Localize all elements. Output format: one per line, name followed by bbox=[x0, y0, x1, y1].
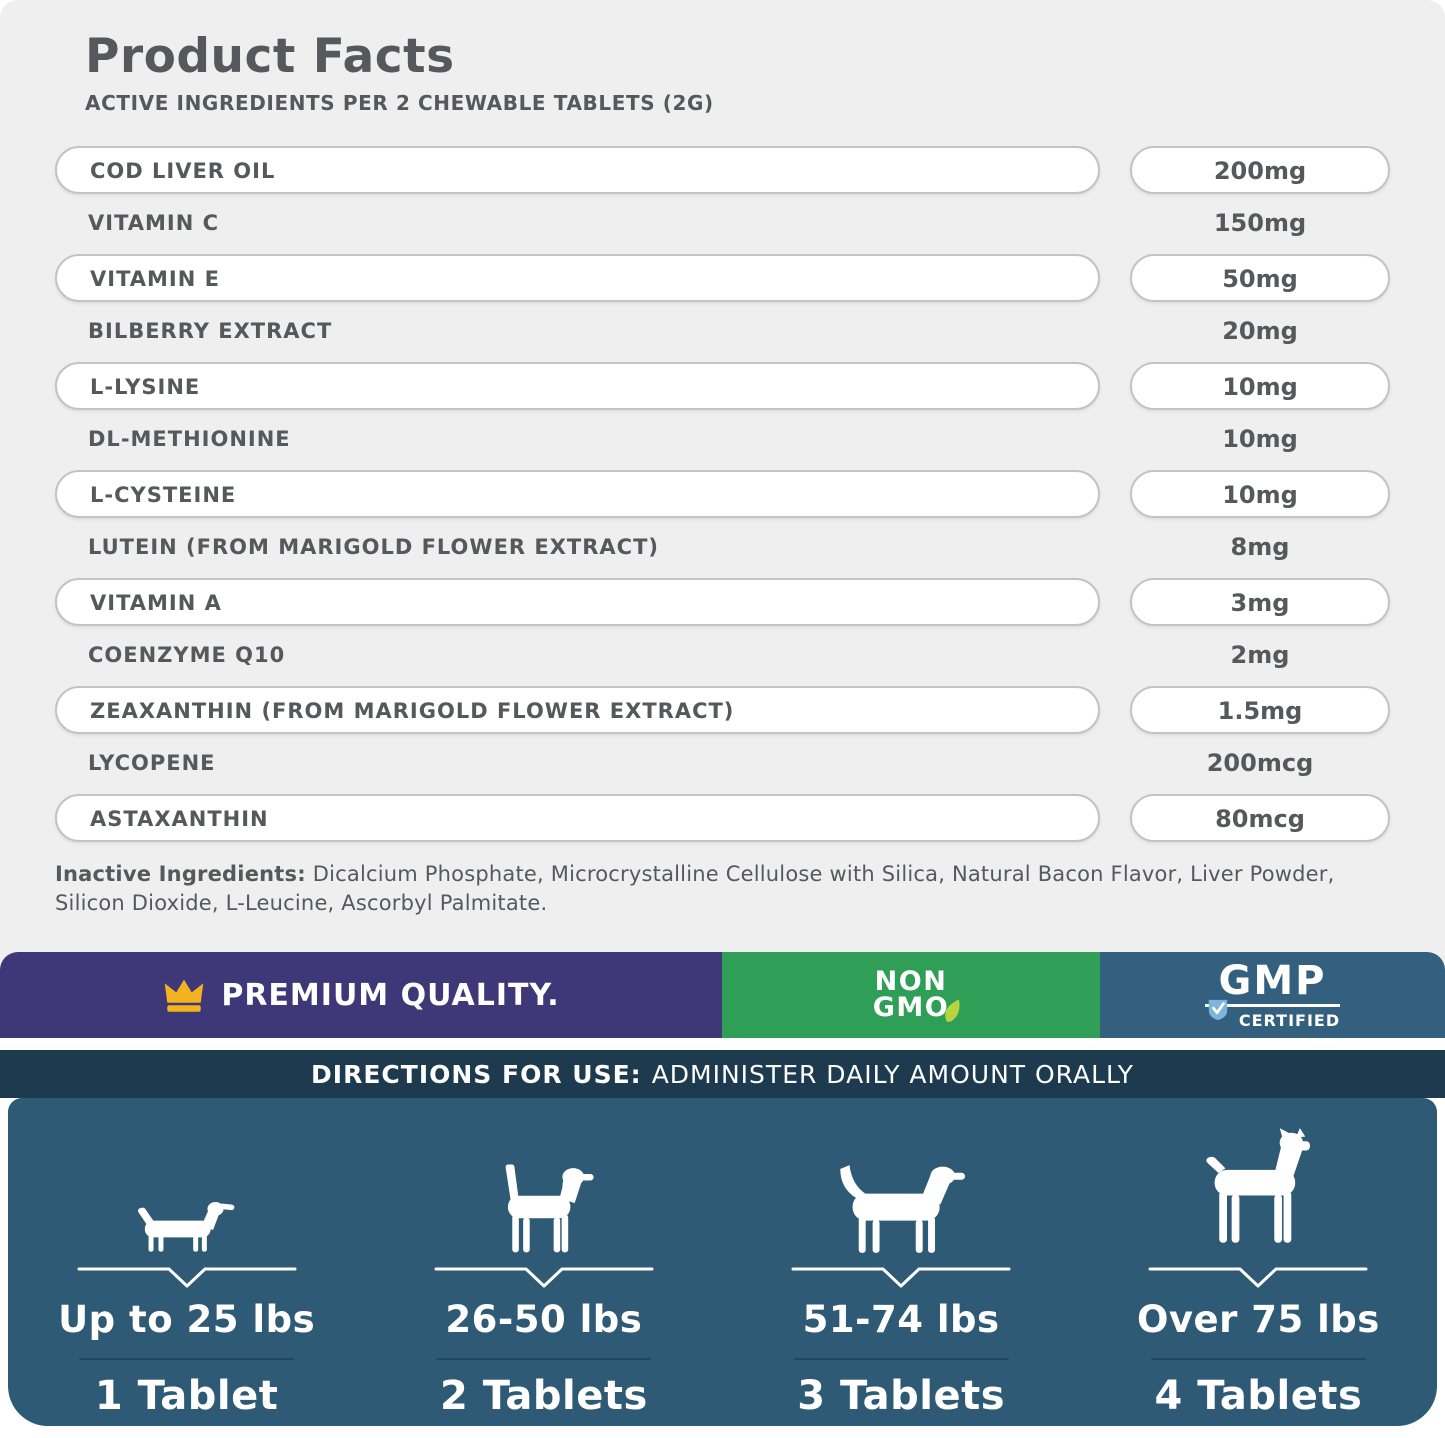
ingredient-amount: 200mg bbox=[1130, 146, 1390, 194]
column-divider bbox=[436, 1358, 652, 1360]
ingredient-row: VITAMIN E 50mg bbox=[55, 254, 1390, 302]
ingredient-row: LYCOPENE 200mcg bbox=[55, 740, 1390, 788]
ingredient-row: BILBERRY EXTRACT 20mg bbox=[55, 308, 1390, 356]
weight-range-label: Over 75 lbs bbox=[1136, 1298, 1380, 1341]
ingredient-name: COENZYME Q10 bbox=[88, 643, 286, 667]
ingredient-name: VITAMIN C bbox=[88, 211, 220, 235]
gmp-certified-badge: GMP CERTIFIED bbox=[1100, 952, 1445, 1038]
ingredient-row: L-CYSTEINE 10mg bbox=[55, 470, 1390, 518]
weight-range-label: Up to 25 lbs bbox=[58, 1298, 316, 1341]
directions-header: DIRECTIONS FOR USE: ADMINISTER DAILY AMO… bbox=[0, 1050, 1445, 1098]
ingredient-name: ASTAXANTHIN bbox=[55, 794, 1100, 842]
ingredient-name: L-LYSINE bbox=[55, 362, 1100, 410]
dog-icon-box bbox=[830, 1124, 973, 1256]
dog-icon-box bbox=[134, 1124, 240, 1256]
retriever-dog-icon bbox=[839, 1165, 965, 1253]
ingredient-amount: 10mg bbox=[1130, 362, 1390, 410]
ingredient-amount: 20mg bbox=[1222, 317, 1298, 345]
column-divider bbox=[79, 1358, 295, 1360]
ingredient-row: COD LIVER OIL 200mg bbox=[55, 146, 1390, 194]
premium-quality-label: PREMIUM QUALITY. bbox=[221, 977, 560, 1013]
ingredient-name: LYCOPENE bbox=[88, 751, 216, 775]
product-facts-panel: Product Facts ACTIVE INGREDIENTS PER 2 C… bbox=[0, 0, 1445, 952]
weight-range-label: 26-50 lbs bbox=[445, 1298, 643, 1341]
inactive-ingredients-text: Dicalcium Phosphate, Microcrystalline Ce… bbox=[55, 862, 1335, 915]
dog-icon-box bbox=[489, 1124, 598, 1256]
ingredient-amount: 80mcg bbox=[1130, 794, 1390, 842]
tablet-count-label: 3 Tablets bbox=[797, 1373, 1006, 1419]
bracket-divider bbox=[1148, 1267, 1368, 1288]
dosage-column-large-dog: 51-74 lbs 3 Tablets bbox=[723, 1124, 1080, 1426]
ingredient-name: BILBERRY EXTRACT bbox=[88, 319, 333, 343]
bracket-divider bbox=[77, 1267, 297, 1288]
ingredient-row: ASTAXANTHIN 80mcg bbox=[55, 794, 1390, 842]
directions-heading-bold: DIRECTIONS FOR USE: bbox=[311, 1059, 642, 1089]
ingredient-name: COD LIVER OIL bbox=[55, 146, 1100, 194]
gmp-title: GMP bbox=[1218, 957, 1327, 1004]
crown-icon bbox=[165, 979, 204, 1012]
ingredient-amount: 50mg bbox=[1130, 254, 1390, 302]
boxer-dog-icon bbox=[1206, 1128, 1311, 1243]
ingredient-name: VITAMIN A bbox=[55, 578, 1100, 626]
directions-heading-rest: ADMINISTER DAILY AMOUNT ORALLY bbox=[651, 1059, 1134, 1089]
ingredient-row: DL-METHIONINE 10mg bbox=[55, 416, 1390, 464]
dosage-column-xlarge-dog: Over 75 lbs 4 Tablets bbox=[1080, 1124, 1437, 1426]
ingredient-name: DL-METHIONINE bbox=[88, 427, 291, 451]
ingredient-amount: 150mg bbox=[1213, 209, 1307, 237]
non-gmo-logo: NON GMO bbox=[872, 966, 960, 1023]
ingredients-table: COD LIVER OIL 200mg VITAMIN C 150mg VITA… bbox=[55, 146, 1390, 842]
gmp-logo: GMP CERTIFIED bbox=[1204, 957, 1341, 1030]
ingredient-row: ZEAXANTHIN (FROM MARIGOLD FLOWER EXTRACT… bbox=[55, 686, 1390, 734]
tablet-count-label: 4 Tablets bbox=[1154, 1373, 1363, 1419]
dosage-column-small-dog: Up to 25 lbs 1 Tablet bbox=[8, 1124, 365, 1426]
ingredient-amount: 3mg bbox=[1130, 578, 1390, 626]
ingredient-amount: 1.5mg bbox=[1130, 686, 1390, 734]
ingredient-amount: 2mg bbox=[1230, 641, 1290, 669]
non-gmo-line2: GMO bbox=[872, 992, 950, 1023]
ingredient-name: ZEAXANTHIN (FROM MARIGOLD FLOWER EXTRACT… bbox=[55, 686, 1100, 734]
ingredient-amount: 200mcg bbox=[1206, 749, 1314, 777]
column-divider bbox=[793, 1358, 1009, 1360]
ingredient-amount: 8mg bbox=[1230, 533, 1290, 561]
tablet-count-label: 1 Tablet bbox=[94, 1373, 279, 1419]
dosage-column-medium-dog: 26-50 lbs 2 Tablets bbox=[365, 1124, 722, 1426]
ingredient-amount: 10mg bbox=[1222, 425, 1298, 453]
dog-icon-box bbox=[1196, 1124, 1320, 1256]
ingredient-name: VITAMIN E bbox=[55, 254, 1100, 302]
gmp-certified-row: CERTIFIED bbox=[1204, 999, 1341, 1030]
ingredient-row: LUTEIN (FROM MARIGOLD FLOWER EXTRACT) 8m… bbox=[55, 524, 1390, 572]
ingredient-row: L-LYSINE 10mg bbox=[55, 362, 1390, 410]
ingredient-row: VITAMIN C 150mg bbox=[55, 200, 1390, 248]
ingredient-row: VITAMIN A 3mg bbox=[55, 578, 1390, 626]
weight-range-label: 51-74 lbs bbox=[802, 1298, 1000, 1341]
leaf-icon bbox=[945, 999, 960, 1022]
ingredient-name: LUTEIN (FROM MARIGOLD FLOWER EXTRACT) bbox=[88, 535, 660, 559]
non-gmo-badge: NON GMO bbox=[722, 952, 1100, 1038]
ingredient-name: L-CYSTEINE bbox=[55, 470, 1100, 518]
bracket-divider bbox=[791, 1267, 1011, 1288]
dachshund-dog-icon bbox=[137, 1202, 235, 1252]
ingredient-amount: 10mg bbox=[1130, 470, 1390, 518]
ingredient-row: COENZYME Q10 2mg bbox=[55, 632, 1390, 680]
premium-quality-badge: PREMIUM QUALITY. bbox=[0, 952, 722, 1038]
spacer bbox=[0, 1038, 1445, 1050]
page-title: Product Facts bbox=[85, 29, 455, 84]
inactive-ingredients-label: Inactive Ingredients: bbox=[55, 862, 306, 886]
tablet-count-label: 2 Tablets bbox=[439, 1373, 648, 1419]
badges-bar: PREMIUM QUALITY. NON GMO GMP CERTIFIED bbox=[0, 952, 1445, 1038]
active-ingredients-subtitle: ACTIVE INGREDIENTS PER 2 CHEWABLE TABLET… bbox=[85, 91, 714, 115]
check-ribbon-icon bbox=[1208, 999, 1228, 1020]
column-divider bbox=[1150, 1358, 1366, 1360]
bracket-divider bbox=[434, 1267, 654, 1288]
non-gmo-line1: NON bbox=[874, 966, 948, 998]
dosage-panel: Up to 25 lbs 1 Tablet 26-50 lbs 2 Tablet bbox=[8, 1098, 1437, 1426]
inactive-ingredients: Inactive Ingredients: Dicalcium Phosphat… bbox=[55, 860, 1390, 918]
beagle-dog-icon bbox=[506, 1164, 594, 1253]
gmp-certified-label: CERTIFIED bbox=[1238, 1010, 1341, 1030]
